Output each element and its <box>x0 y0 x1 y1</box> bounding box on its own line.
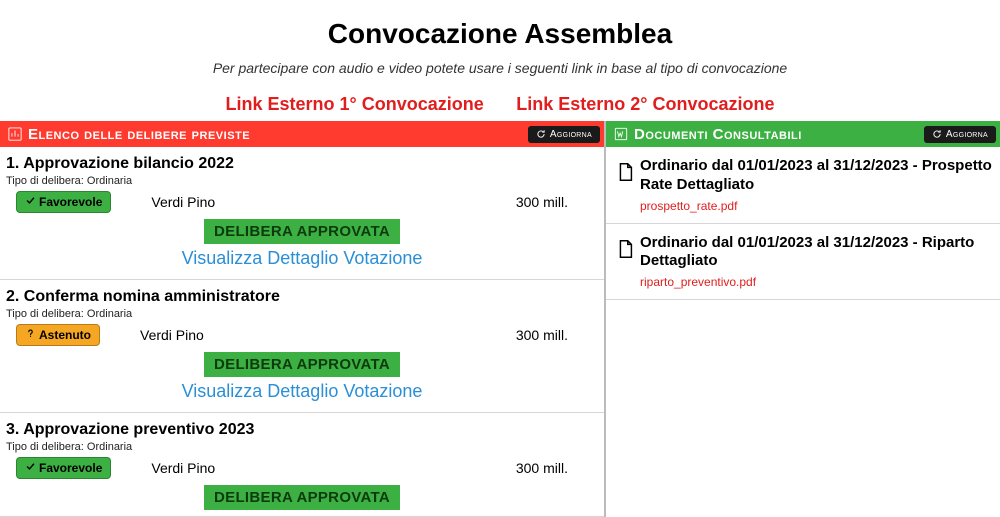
delibera-item: 2. Conferma nomina amministratoreTipo di… <box>0 280 604 413</box>
detail-vote-link[interactable]: Visualizza Dettaglio Votazione <box>182 381 423 401</box>
delibere-panel: Elenco delle delibere previste Aggiorna … <box>0 121 604 517</box>
delibera-item: 1. Approvazione bilancio 2022Tipo di del… <box>0 147 604 280</box>
document-item[interactable]: Ordinario dal 01/01/2023 al 31/12/2023 -… <box>606 147 1000 224</box>
refresh-label: Aggiorna <box>946 129 988 140</box>
voter-name: Verdi Pino <box>151 460 215 476</box>
documenti-panel: Documenti Consultabili Aggiorna Ordinari… <box>604 121 1000 517</box>
page-title: Convocazione Assemblea <box>0 0 1000 60</box>
vote-label: Favorevole <box>39 195 102 209</box>
voter-name: Verdi Pino <box>140 327 204 343</box>
refresh-delibere-button[interactable]: Aggiorna <box>528 126 600 143</box>
document-title: Ordinario dal 01/01/2023 al 31/12/2023 -… <box>640 157 992 195</box>
delibere-panel-header: Elenco delle delibere previste Aggiorna <box>0 121 604 147</box>
document-title: Ordinario dal 01/01/2023 al 31/12/2023 -… <box>640 234 992 272</box>
question-icon <box>25 328 39 342</box>
approved-stamp: DELIBERA APPROVATA <box>204 219 400 244</box>
refresh-documenti-button[interactable]: Aggiorna <box>924 126 996 143</box>
delibera-type: Tipo di delibera: Ordinaria <box>6 175 598 187</box>
voter-name: Verdi Pino <box>151 194 215 210</box>
external-link-2[interactable]: Link Esterno 2° Convocazione <box>502 94 788 115</box>
vote-badge-favorevole[interactable]: Favorevole <box>16 457 111 479</box>
millesimi-value: 300 mill. <box>516 460 568 476</box>
delibera-item: 3. Approvazione preventivo 2023Tipo di d… <box>0 413 604 517</box>
vote-label: Astenuto <box>39 328 91 342</box>
word-icon <box>612 127 630 141</box>
delibera-title: 2. Conferma nomina amministratore <box>6 288 598 308</box>
approved-stamp: DELIBERA APPROVATA <box>204 352 400 377</box>
vote-badge-favorevole[interactable]: Favorevole <box>16 191 111 213</box>
document-filename[interactable]: riparto_preventivo.pdf <box>640 271 992 289</box>
vote-label: Favorevole <box>39 461 102 475</box>
document-filename[interactable]: prospetto_rate.pdf <box>640 195 992 213</box>
millesimi-value: 300 mill. <box>516 327 568 343</box>
delibera-type: Tipo di delibera: Ordinaria <box>6 441 598 453</box>
detail-vote-link[interactable]: Visualizza Dettaglio Votazione <box>182 248 423 268</box>
external-links-row: Link Esterno 1° Convocazione Link Estern… <box>0 94 1000 121</box>
file-icon <box>614 157 640 188</box>
vote-badge-astenuto[interactable]: Astenuto <box>16 324 100 346</box>
delibera-title: 3. Approvazione preventivo 2023 <box>6 421 598 441</box>
millesimi-value: 300 mill. <box>516 194 568 210</box>
file-icon <box>614 234 640 265</box>
documenti-header-title: Documenti Consultabili <box>634 126 924 143</box>
check-icon <box>25 195 39 209</box>
approved-stamp: DELIBERA APPROVATA <box>204 485 400 510</box>
check-icon <box>25 461 39 475</box>
refresh-label: Aggiorna <box>550 129 592 140</box>
documenti-panel-header: Documenti Consultabili Aggiorna <box>606 121 1000 147</box>
delibera-type: Tipo di delibera: Ordinaria <box>6 308 598 320</box>
page-subtitle: Per partecipare con audio e video potete… <box>0 60 1000 94</box>
delibere-header-title: Elenco delle delibere previste <box>28 126 528 143</box>
external-link-1[interactable]: Link Esterno 1° Convocazione <box>212 94 498 115</box>
chart-icon <box>6 127 24 141</box>
document-item[interactable]: Ordinario dal 01/01/2023 al 31/12/2023 -… <box>606 224 1000 301</box>
delibera-title: 1. Approvazione bilancio 2022 <box>6 155 598 175</box>
